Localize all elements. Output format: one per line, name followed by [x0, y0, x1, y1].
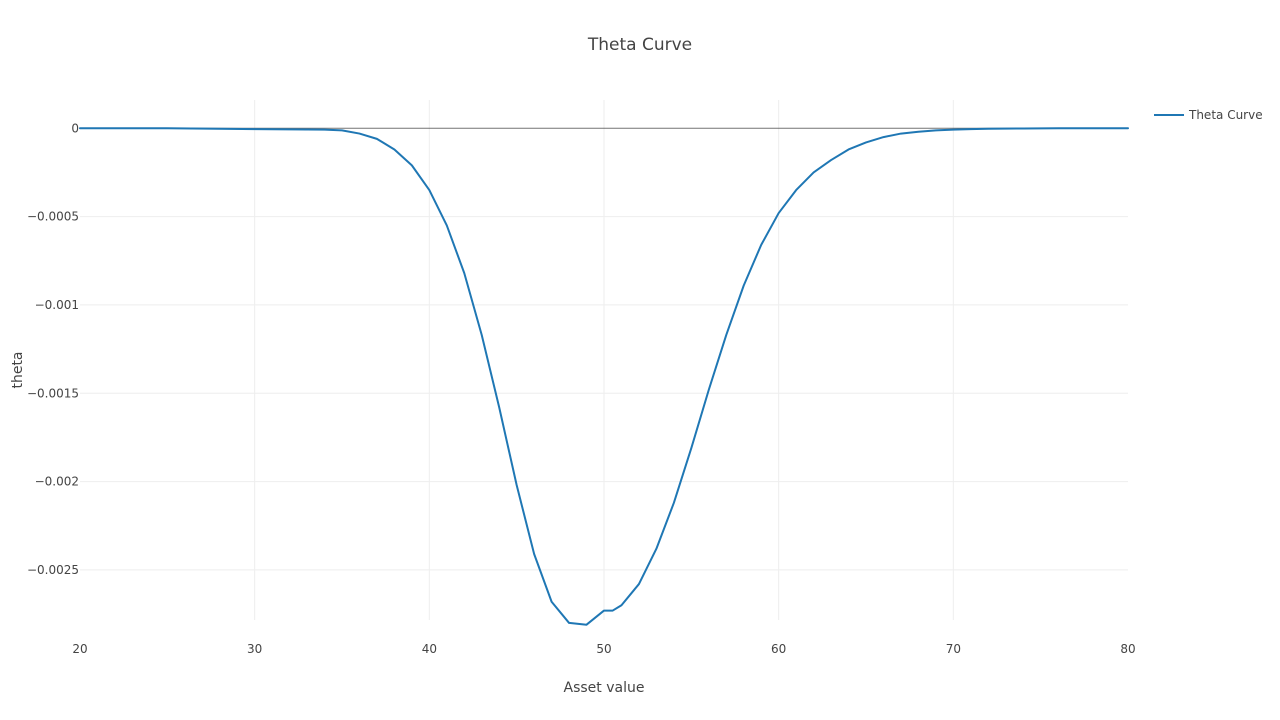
y-tick-label: −0.0005 [27, 210, 79, 224]
x-axis-title: Asset value [564, 680, 645, 696]
series-layer [79, 127, 1129, 626]
y-axis-title: theta [10, 351, 26, 388]
y-tick-label: −0.001 [35, 298, 79, 312]
x-tick-label: 70 [946, 642, 961, 656]
legend-label: Theta Curve [1188, 108, 1263, 122]
y-tick-label: −0.0015 [27, 386, 79, 400]
series-line-theta-curve [79, 127, 1129, 626]
tick-labels: 20 30 40 50 60 70 80 0 −0.0005 −0.001 −0.0015 −0.00… [27, 121, 1136, 656]
x-tick-label: 40 [422, 642, 437, 656]
x-tick-label: 50 [596, 642, 611, 656]
y-tick-label: −0.002 [35, 475, 79, 489]
grid-lines [80, 100, 1128, 620]
y-tick-label: −0.0025 [27, 563, 79, 577]
x-tick-label: 60 [771, 642, 786, 656]
chart-title: Theta Curve [587, 35, 692, 55]
x-tick-label: 30 [247, 642, 262, 656]
legend[interactable]: Theta Curve [1154, 108, 1263, 122]
x-tick-label: 80 [1120, 642, 1135, 656]
x-tick-label: 20 [72, 642, 87, 656]
y-tick-label: 0 [71, 121, 79, 135]
